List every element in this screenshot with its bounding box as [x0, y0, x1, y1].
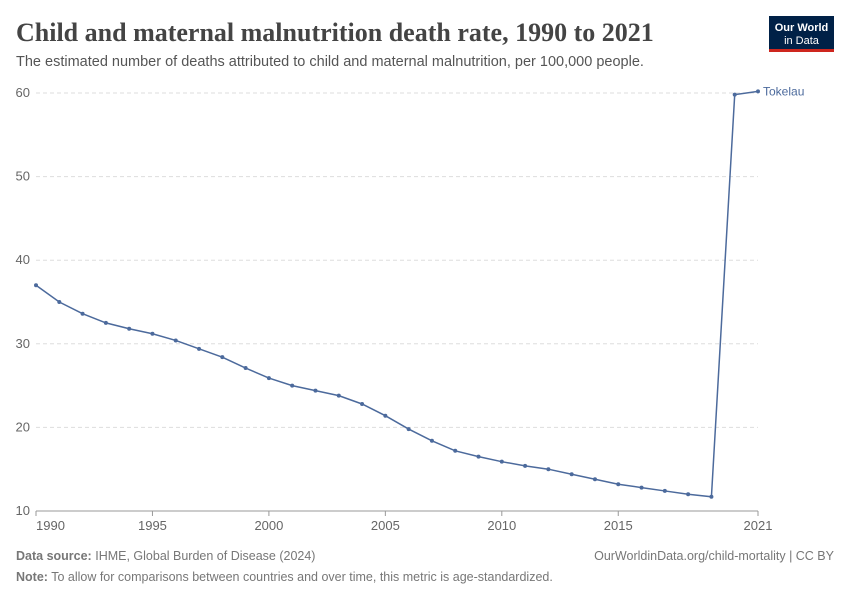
data-point — [616, 482, 621, 487]
x-tick-label: 2021 — [744, 518, 773, 533]
data-point — [34, 283, 38, 288]
x-tick-label: 2010 — [487, 518, 516, 533]
y-tick-label: 10 — [16, 503, 30, 518]
data-point — [592, 477, 597, 482]
y-tick-label: 60 — [16, 85, 30, 100]
data-point — [569, 472, 574, 477]
source-text: IHME, Global Burden of Disease (2024) — [95, 549, 315, 563]
data-point — [103, 320, 108, 325]
data-point — [732, 92, 737, 97]
data-point — [383, 413, 388, 418]
data-point — [523, 463, 528, 468]
data-point — [546, 467, 551, 472]
y-tick-label: 30 — [16, 336, 30, 351]
data-point — [662, 488, 667, 493]
x-tick-label: 2000 — [254, 518, 283, 533]
logo-bar — [769, 49, 834, 52]
data-point — [57, 300, 62, 304]
x-tick-label: 2015 — [604, 518, 633, 533]
x-tick-label: 1990 — [36, 518, 65, 533]
data-point — [150, 331, 155, 336]
y-tick-label: 20 — [16, 419, 30, 434]
data-point — [290, 383, 295, 388]
data-point — [686, 492, 691, 497]
logo-box — [769, 16, 834, 52]
series-label: Tokelau — [763, 84, 804, 98]
logo[interactable]: Our World in Data — [769, 16, 834, 52]
chart-subtitle: The estimated number of deaths attribute… — [16, 54, 644, 70]
data-point — [499, 459, 504, 464]
data-point — [406, 427, 411, 432]
data-point — [243, 366, 248, 371]
x-tick-label: 1995 — [138, 518, 167, 533]
series-line — [35, 90, 759, 498]
x-tick-label: 2005 — [371, 518, 400, 533]
note-text: To allow for comparisons between countri… — [51, 570, 553, 584]
data-point — [127, 326, 132, 331]
note-label: Note: — [16, 570, 48, 584]
data-point — [313, 388, 318, 393]
data-point — [266, 376, 271, 381]
chart-title: Child and maternal malnutrition death ra… — [16, 18, 654, 47]
data-point — [709, 494, 714, 499]
note: Note: To allow for comparisons between c… — [16, 570, 553, 584]
data-point — [336, 393, 341, 398]
data-point — [453, 448, 458, 453]
data-point — [476, 454, 481, 459]
source-label: Data source: — [16, 549, 92, 563]
y-tick-label: 40 — [16, 252, 30, 267]
data-point — [220, 355, 225, 360]
y-tick-label: 50 — [16, 169, 30, 184]
logo-text: Our World — [775, 22, 829, 34]
data-point — [173, 338, 178, 343]
data-point — [756, 89, 760, 94]
data-point — [197, 346, 202, 351]
logo-text: in Data — [784, 35, 820, 47]
data-point — [639, 485, 644, 490]
data-point — [429, 438, 434, 443]
source-link[interactable]: OurWorldinData.org/child-mortality | CC … — [594, 549, 835, 563]
data-point — [80, 311, 85, 316]
source: Data source: IHME, Global Burden of Dise… — [16, 549, 315, 563]
data-point — [360, 401, 365, 406]
